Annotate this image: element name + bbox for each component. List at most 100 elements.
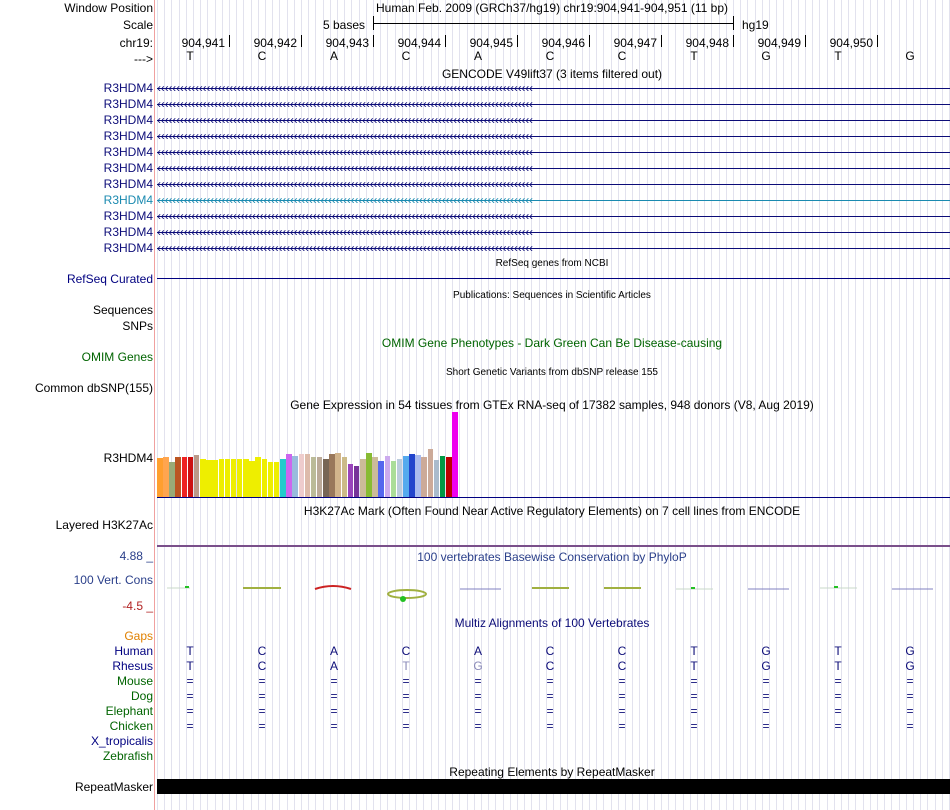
species-label[interactable]: Human: [114, 644, 153, 658]
gtex-tissue-bar[interactable]: [378, 461, 384, 497]
gtex-tissue-bar[interactable]: [427, 449, 434, 497]
gtex-tissue-bar[interactable]: [396, 459, 403, 497]
species-label[interactable]: Elephant: [105, 704, 153, 718]
species-label[interactable]: Mouse: [116, 674, 153, 688]
gencode-transcript-line[interactable]: [157, 88, 950, 89]
species-label[interactable]: Zebrafish: [102, 749, 153, 763]
gtex-tissue-bar[interactable]: [224, 459, 231, 497]
gencode-transcript-label[interactable]: R3HDM4: [103, 81, 153, 95]
multiz-title[interactable]: Multiz Alignments of 100 Vertebrates: [454, 616, 650, 630]
repeatmasker-title[interactable]: Repeating Elements by RepeatMasker: [449, 765, 655, 779]
gtex-tissue-bar[interactable]: [316, 457, 323, 497]
gtex-tissue-bar[interactable]: [421, 457, 427, 497]
gtex-tissue-bar[interactable]: [310, 457, 317, 497]
gtex-tissue-bar[interactable]: [273, 462, 280, 497]
gencode-transcript-label[interactable]: R3HDM4: [103, 161, 153, 175]
omim-label[interactable]: OMIM Genes: [81, 350, 153, 364]
snps-label[interactable]: SNPs: [122, 319, 153, 333]
omim-title[interactable]: OMIM Gene Phenotypes - Dark Green Can Be…: [381, 336, 723, 350]
gencode-transcript-label[interactable]: R3HDM4: [103, 97, 153, 111]
gencode-transcript-line[interactable]: [157, 104, 950, 105]
refseq-title[interactable]: RefSeq genes from NCBI: [495, 258, 609, 269]
gtex-tissue-bar[interactable]: [415, 455, 421, 497]
gtex-tissue-bar[interactable]: [169, 462, 175, 497]
gtex-tissue-bar[interactable]: [360, 459, 366, 497]
gtex-tissue-bar[interactable]: [372, 457, 378, 497]
gtex-tissue-bar[interactable]: [384, 456, 391, 497]
gencode-transcript-label[interactable]: R3HDM4: [103, 113, 153, 127]
gtex-tissue-bar[interactable]: [243, 459, 249, 497]
gtex-tissue-bar[interactable]: [452, 412, 458, 497]
gtex-tissue-bar[interactable]: [341, 457, 347, 497]
gtex-tissue-bar[interactable]: [157, 458, 163, 497]
h3k27ac-label[interactable]: Layered H3K27Ac: [55, 518, 153, 532]
gtex-tissue-bar[interactable]: [323, 459, 329, 497]
gencode-transcript-line[interactable]: [157, 136, 950, 137]
repeatmasker-label[interactable]: RepeatMasker: [74, 780, 153, 794]
gencode-transcript-line[interactable]: [157, 232, 950, 233]
gtex-tissue-bar[interactable]: [335, 453, 341, 497]
gencode-transcript-line[interactable]: [157, 152, 950, 153]
refseq-gene-line[interactable]: [157, 278, 950, 279]
phylop-title[interactable]: 100 vertebrates Basewise Conservation by…: [417, 550, 687, 564]
species-label[interactable]: Dog: [130, 689, 153, 703]
gtex-tissue-bar[interactable]: [200, 459, 206, 497]
gtex-tissue-bar[interactable]: [218, 459, 224, 497]
repeatmasker-element[interactable]: [157, 779, 950, 794]
gencode-transcript-label[interactable]: R3HDM4: [103, 225, 153, 239]
h3k27ac-title[interactable]: H3K27Ac Mark (Often Found Near Active Re…: [303, 504, 801, 518]
gtex-tissue-bar[interactable]: [286, 454, 292, 497]
gaps-label[interactable]: Gaps: [124, 629, 153, 643]
gtex-tissue-bar[interactable]: [446, 457, 452, 497]
gtex-tissue-bar[interactable]: [292, 456, 298, 497]
gtex-tissue-bar[interactable]: [439, 456, 446, 497]
gtex-tissue-bar[interactable]: [230, 459, 237, 497]
gtex-tissue-bar[interactable]: [187, 457, 194, 497]
dbsnp-title[interactable]: Short Genetic Variants from dbSNP releas…: [446, 367, 658, 378]
gtex-tissue-bar[interactable]: [193, 455, 200, 497]
gencode-transcript-line[interactable]: [157, 168, 950, 169]
gencode-transcript-label[interactable]: R3HDM4: [103, 209, 153, 223]
gtex-tissue-bar[interactable]: [261, 459, 268, 497]
gtex-tissue-bar[interactable]: [304, 454, 311, 497]
gtex-tissue-bar[interactable]: [403, 456, 409, 497]
gencode-transcript-line[interactable]: [157, 184, 950, 185]
gencode-transcript-label[interactable]: R3HDM4: [103, 193, 153, 207]
refseq-label[interactable]: RefSeq Curated: [66, 272, 153, 286]
gtex-tissue-bar[interactable]: [353, 466, 360, 497]
gtex-tissue-bar[interactable]: [249, 461, 255, 497]
phylop-label[interactable]: 100 Vert. Cons: [73, 573, 153, 587]
gtex-label[interactable]: R3HDM4: [103, 451, 153, 465]
gencode-transcript-line[interactable]: [157, 120, 950, 121]
sequences-label[interactable]: Sequences: [92, 303, 153, 317]
gtex-tissue-bar[interactable]: [267, 462, 274, 497]
gtex-tissue-bar[interactable]: [347, 464, 354, 497]
gtex-tissue-bar[interactable]: [280, 459, 286, 497]
gencode-title[interactable]: GENCODE V49lift37 (3 items filtered out): [441, 67, 663, 81]
publications-title[interactable]: Publications: Sequences in Scientific Ar…: [453, 290, 651, 301]
gencode-transcript-line[interactable]: [157, 216, 950, 217]
gtex-tissue-bar[interactable]: [298, 454, 304, 497]
gtex-tissue-bar[interactable]: [433, 460, 440, 497]
gtex-tissue-bar[interactable]: [175, 457, 181, 497]
species-label[interactable]: Chicken: [109, 719, 153, 733]
gtex-tissue-bar[interactable]: [206, 460, 212, 497]
gencode-transcript-line[interactable]: [157, 200, 950, 201]
gencode-transcript-label[interactable]: R3HDM4: [103, 129, 153, 143]
gencode-transcript-label[interactable]: R3HDM4: [103, 145, 153, 159]
gencode-transcript-label[interactable]: R3HDM4: [103, 241, 153, 255]
gtex-tissue-bar[interactable]: [255, 457, 261, 497]
gtex-tissue-bar[interactable]: [212, 460, 218, 497]
species-label[interactable]: Rhesus: [112, 659, 153, 673]
gtex-tissue-bar[interactable]: [366, 453, 372, 497]
gtex-tissue-bar[interactable]: [163, 457, 169, 497]
gencode-transcript-label[interactable]: R3HDM4: [103, 177, 153, 191]
gencode-transcript-line[interactable]: [157, 248, 950, 249]
gtex-tissue-bar[interactable]: [181, 457, 188, 497]
gtex-tissue-bar[interactable]: [409, 454, 415, 497]
gtex-title[interactable]: Gene Expression in 54 tissues from GTEx …: [290, 398, 814, 412]
gtex-tissue-bar[interactable]: [329, 454, 335, 497]
gtex-tissue-bar[interactable]: [236, 459, 243, 497]
dbsnp-label[interactable]: Common dbSNP(155): [34, 381, 153, 395]
gtex-tissue-bar[interactable]: [390, 461, 397, 497]
